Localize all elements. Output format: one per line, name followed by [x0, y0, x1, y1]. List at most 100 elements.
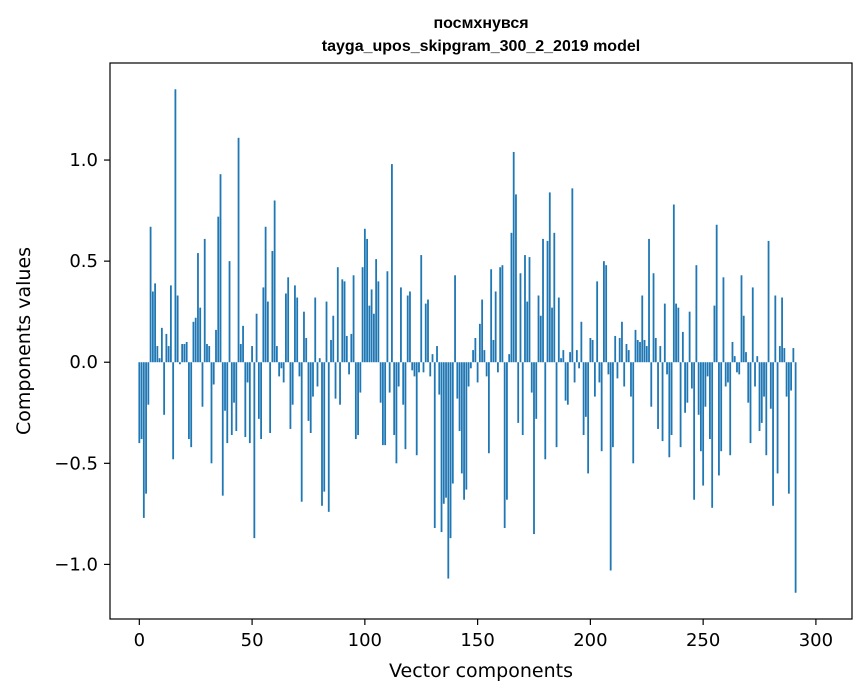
bar: [174, 89, 177, 363]
bar: [341, 279, 344, 363]
bar: [321, 362, 323, 506]
bar: [612, 362, 614, 448]
bar: [652, 273, 655, 363]
bar: [257, 362, 260, 419]
bar: [348, 362, 350, 375]
bar: [269, 362, 272, 433]
bar: [440, 362, 443, 533]
bar: [280, 362, 283, 369]
bar: [248, 362, 251, 444]
bar: [370, 289, 373, 363]
bar: [235, 362, 238, 431]
bar: [526, 301, 529, 363]
bar: [494, 291, 497, 363]
bar: [375, 259, 378, 363]
bar: [160, 327, 163, 363]
bar: [663, 303, 666, 363]
bar: [684, 362, 686, 413]
bar: [569, 352, 571, 363]
bar: [291, 362, 294, 405]
bar: [621, 321, 623, 363]
bar: [481, 299, 484, 363]
x-axis: 0 50 100 150 200 250 300: [134, 619, 833, 651]
bar: [533, 362, 535, 535]
bar: [402, 362, 405, 405]
bar: [654, 337, 657, 363]
bar: [167, 346, 170, 363]
bar: [627, 350, 630, 363]
bar: [650, 362, 653, 407]
y-tick-label: 1.0: [69, 150, 98, 171]
bar: [255, 313, 258, 363]
bar: [264, 226, 267, 363]
bar: [747, 362, 750, 403]
bar: [300, 362, 303, 502]
bar: [242, 325, 244, 363]
bar: [618, 337, 621, 363]
bar: [754, 362, 756, 387]
bar: [573, 362, 576, 383]
bar: [185, 342, 188, 363]
bar: [147, 362, 150, 405]
bar: [359, 362, 362, 393]
bar: [603, 261, 605, 363]
bar: [521, 362, 524, 436]
bar: [467, 362, 470, 387]
bar: [458, 362, 461, 431]
bar: [307, 362, 310, 421]
bar: [767, 240, 770, 363]
bar: [587, 362, 590, 474]
bar: [623, 362, 626, 387]
bar: [309, 362, 312, 433]
bar: [582, 362, 585, 436]
bar: [478, 323, 481, 363]
bar: [506, 362, 508, 500]
bar: [228, 261, 231, 363]
bar: [431, 354, 434, 363]
bar: [639, 342, 641, 363]
y-tick-label: −0.5: [54, 453, 98, 474]
bar: [745, 352, 747, 363]
bar: [785, 362, 788, 397]
bar: [145, 362, 147, 494]
y-axis: −1.0 −0.5 0.0 0.5 1.0: [54, 150, 110, 575]
bar: [702, 362, 705, 486]
bar: [483, 350, 486, 363]
bar: [415, 362, 418, 456]
bar: [645, 346, 648, 363]
bar: [411, 362, 414, 371]
bar: [345, 335, 348, 363]
x-tick-label: 200: [573, 630, 607, 651]
bar: [679, 362, 682, 448]
bar: [181, 344, 184, 363]
x-tick-label: 0: [134, 630, 145, 651]
bar: [763, 362, 765, 397]
bar: [386, 271, 389, 363]
bar: [474, 337, 477, 363]
bar: [393, 362, 396, 436]
bar: [219, 174, 222, 363]
bar: [226, 362, 229, 444]
bar: [634, 329, 637, 363]
bar: [697, 362, 700, 415]
bar: [499, 267, 502, 363]
bar: [605, 265, 608, 363]
bar: [433, 362, 436, 529]
bar: [424, 303, 427, 363]
bar: [535, 362, 538, 419]
bar: [589, 337, 592, 363]
bar: [246, 362, 249, 383]
bar: [756, 356, 759, 363]
bar: [758, 362, 761, 431]
bar: [476, 362, 479, 383]
y-axis-label: Components values: [13, 247, 35, 435]
bar: [704, 362, 707, 407]
bar: [199, 307, 202, 363]
bar: [672, 204, 675, 363]
bar: [350, 333, 353, 363]
bar: [463, 362, 465, 500]
bar: [142, 362, 145, 518]
bar: [352, 275, 355, 363]
bar: [165, 333, 168, 363]
bar: [688, 311, 691, 363]
